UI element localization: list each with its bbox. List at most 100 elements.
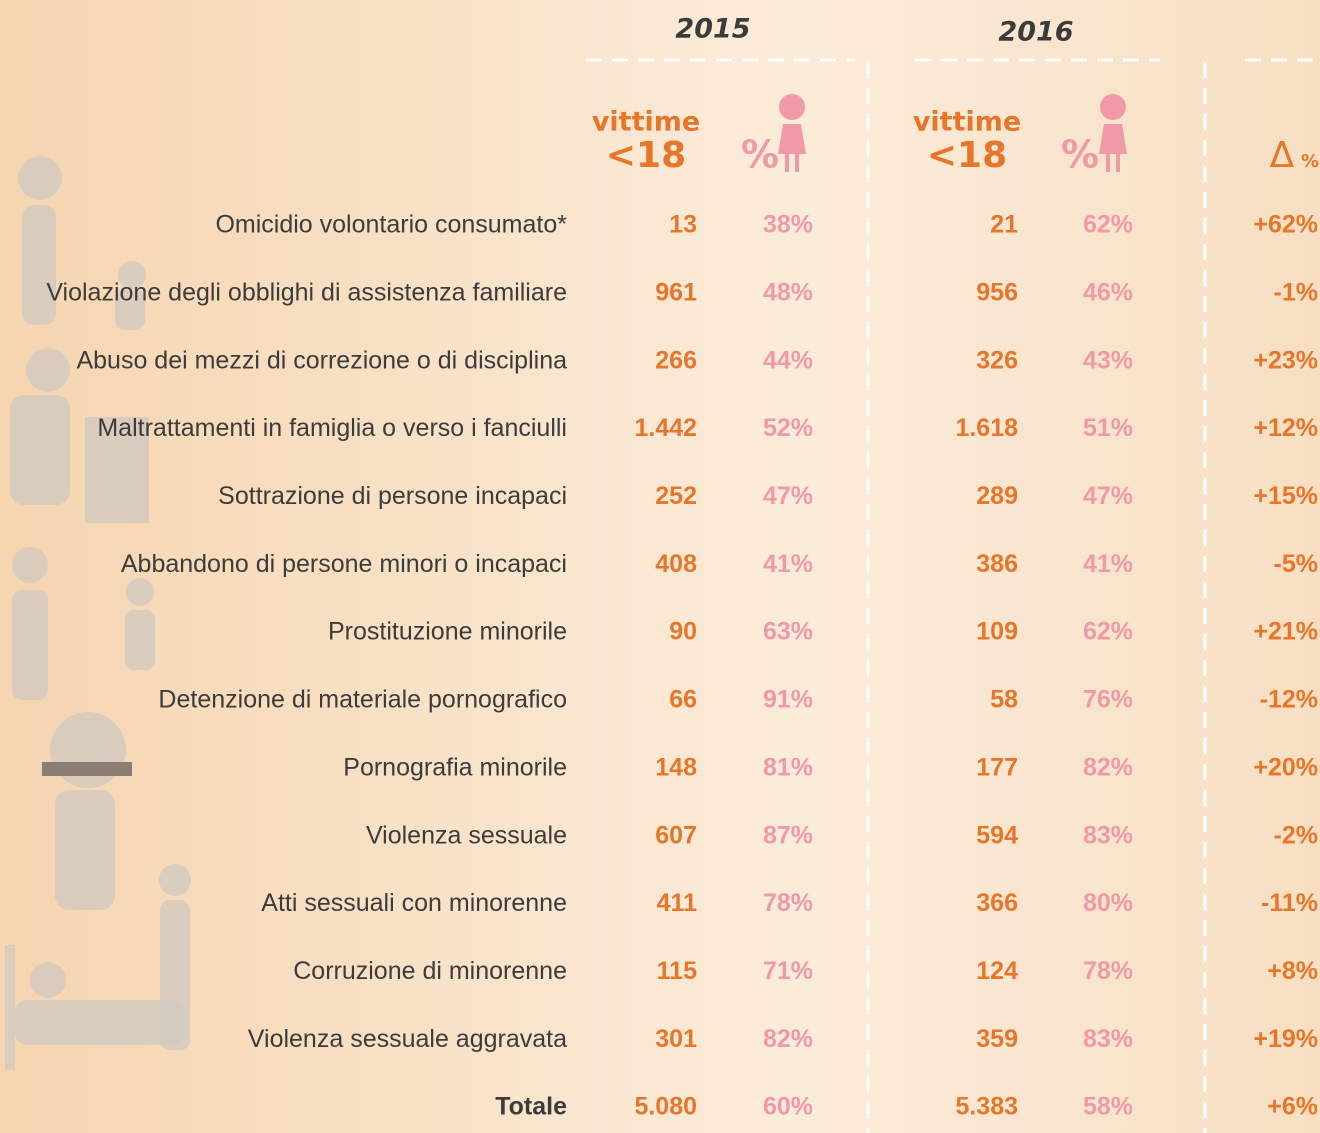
row-label: Pornografia minorile [343, 753, 567, 781]
victims-label: vittime [913, 107, 1021, 138]
delta-pct: +6% [1267, 1093, 1318, 1121]
column-headers: vittime<18 %vittime<18% Δ% [592, 94, 1319, 177]
female-pct: 82% [763, 1025, 813, 1053]
year-label: 2015 [675, 14, 750, 45]
female-pct-label: % [741, 133, 779, 177]
victims-count: 1.442 [634, 414, 697, 442]
table-rows: Omicidio volontario consumato* 13 38% 21 62%… [46, 211, 1318, 1121]
row-label: Omicidio volontario consumato* [215, 211, 567, 239]
row-label: Totale [495, 1093, 567, 1121]
victims-count: 252 [655, 482, 697, 510]
victims-count: 66 [669, 686, 697, 714]
victims-count: 21 [990, 211, 1018, 239]
victims-count: 359 [976, 1025, 1018, 1053]
female-icon [1099, 124, 1127, 172]
victims-count: 115 [657, 957, 697, 985]
female-icon [779, 94, 805, 120]
victims-count: 5.080 [634, 1093, 697, 1121]
year-label: 2016 [998, 17, 1073, 48]
row-label: Maltrattamenti in famiglia o verso i fan… [97, 414, 567, 442]
female-pct: 76% [1083, 686, 1133, 714]
female-pct: 47% [1083, 482, 1133, 510]
delta-symbol: Δ [1270, 135, 1295, 176]
female-pct: 91% [763, 686, 813, 714]
female-pct: 58% [1083, 1093, 1133, 1121]
victims-count: 177 [976, 753, 1018, 781]
delta-pct: -5% [1274, 550, 1318, 578]
row-label: Abuso dei mezzi di correzione o di disci… [76, 346, 567, 374]
female-pct: 43% [1083, 346, 1133, 374]
silhouettes [5, 156, 191, 1070]
victims-count: 961 [655, 278, 697, 306]
female-pct: 62% [1083, 211, 1133, 239]
delta-pct: +20% [1253, 753, 1318, 781]
female-pct: 52% [763, 414, 813, 442]
victims-count: 301 [655, 1025, 697, 1053]
row-label: Atti sessuali con minorenne [261, 889, 567, 917]
victims-label: vittime [592, 107, 700, 138]
female-pct: 47% [763, 482, 813, 510]
female-pct: 81% [763, 753, 813, 781]
delta-pct: -1% [1274, 278, 1318, 306]
female-pct: 82% [1083, 753, 1133, 781]
female-pct: 41% [763, 550, 813, 578]
dividers [586, 58, 1320, 1133]
delta-pct: -2% [1274, 821, 1318, 849]
female-pct: 48% [763, 278, 813, 306]
row-label: Violenza sessuale aggravata [248, 1025, 567, 1053]
female-pct: 83% [1083, 1025, 1133, 1053]
row-label: Abbandono di persone minori o incapaci [121, 550, 567, 578]
delta-pct: +8% [1267, 957, 1318, 985]
female-pct-label: % [1061, 133, 1099, 177]
victims-count: 411 [657, 889, 697, 917]
female-pct: 44% [763, 346, 813, 374]
victims-count: 289 [976, 482, 1018, 510]
female-pct: 78% [763, 889, 813, 917]
victims-count: 594 [976, 821, 1018, 849]
delta-pct: +21% [1253, 618, 1318, 646]
female-pct: 78% [1083, 957, 1133, 985]
victims-count: 956 [976, 278, 1018, 306]
delta-pct: +15% [1253, 482, 1318, 510]
victims-count: 90 [669, 618, 697, 646]
delta-pct: -12% [1260, 686, 1318, 714]
victims-count: 58 [990, 686, 1018, 714]
female-pct: 71% [763, 957, 813, 985]
victims-count: 148 [655, 753, 697, 781]
delta-pct: +12% [1253, 414, 1318, 442]
delta-pct: +19% [1253, 1025, 1318, 1053]
female-pct: 41% [1083, 550, 1133, 578]
row-label: Sottrazione di persone incapaci [218, 482, 567, 510]
female-pct: 46% [1083, 278, 1133, 306]
victims-count: 1.618 [955, 414, 1018, 442]
female-pct: 63% [763, 618, 813, 646]
victims-count: 366 [976, 889, 1018, 917]
female-pct: 38% [763, 211, 813, 239]
victims-count: 408 [655, 550, 697, 578]
victims-count: 386 [976, 550, 1018, 578]
female-pct: 62% [1083, 618, 1133, 646]
victims-age: <18 [606, 135, 686, 176]
row-label: Detenzione di materiale pornografico [158, 686, 567, 714]
female-icon [1100, 94, 1126, 120]
delta-pct: -11% [1261, 889, 1318, 917]
female-pct: 80% [1083, 889, 1133, 917]
row-label: Violenza sessuale [366, 821, 567, 849]
female-pct: 87% [763, 821, 813, 849]
row-label: Corruzione di minorenne [293, 957, 567, 985]
victims-age: <18 [927, 135, 1007, 176]
victims-count: 13 [669, 211, 697, 239]
delta-pct: +62% [1253, 211, 1318, 239]
victims-count: 607 [655, 821, 697, 849]
row-label: Violazione degli obblighi di assistenza … [46, 278, 567, 306]
female-pct: 51% [1083, 414, 1133, 442]
delta-pct: +23% [1253, 346, 1318, 374]
victims-count: 124 [976, 957, 1018, 985]
victims-count: 326 [976, 346, 1018, 374]
victims-count: 266 [655, 346, 697, 374]
female-icon [778, 124, 806, 172]
delta-unit: % [1301, 151, 1319, 172]
victims-count: 5.383 [955, 1093, 1018, 1121]
